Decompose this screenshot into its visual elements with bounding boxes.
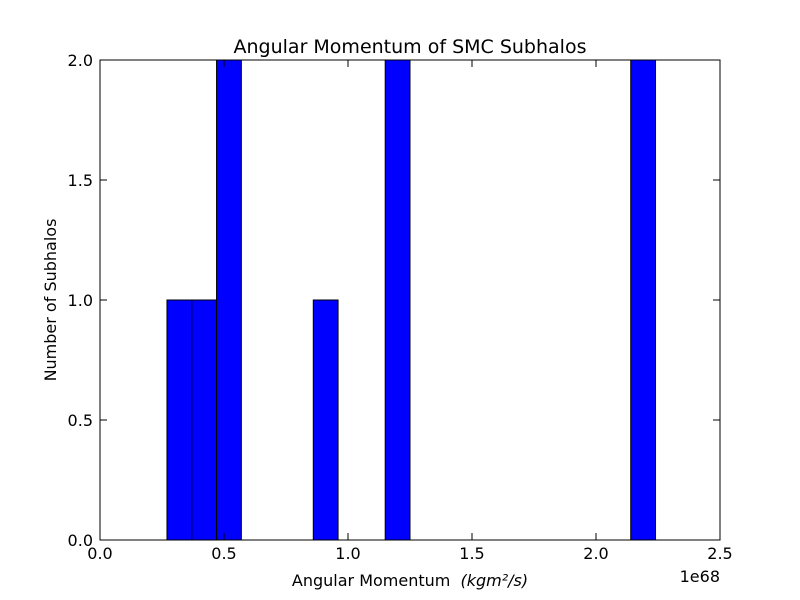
- histogram-bar-1: [166, 299, 193, 541]
- bar-group: [166, 59, 657, 541]
- y-tick-label-4: 1.5: [68, 171, 93, 190]
- x-axis-offset-label: 1e68: [680, 567, 720, 586]
- x-axis-label-text: Angular Momentum: [292, 571, 450, 590]
- histogram-bar-2: [191, 299, 218, 541]
- x-tick-label-1: 0.0: [87, 544, 112, 563]
- tick-group: 0.0 0.5 1.0 1.5 2.0 2.5 0.0 0.5 1.0 1.5 2.0: [68, 51, 733, 563]
- y-tick-label-2: 0.5: [68, 411, 93, 430]
- x-axis-label-units: (kgm²/s): [460, 571, 528, 590]
- y-tick-label-3: 1.0: [68, 291, 93, 310]
- histogram-bar-5: [384, 59, 411, 541]
- y-axis-label: Number of Subhalos: [41, 219, 60, 382]
- x-axis-label: Angular Momentum (kgm²/s): [292, 571, 528, 590]
- x-tick-label-3: 1.0: [335, 544, 360, 563]
- y-tick-label-5: 2.0: [68, 51, 93, 70]
- histogram-bar-6: [630, 59, 657, 541]
- plot-frame: [99, 59, 721, 541]
- histogram-bar-3: [216, 59, 242, 541]
- x-tick-label-5: 2.0: [583, 544, 608, 563]
- chart-title: Angular Momentum of SMC Subhalos: [234, 36, 587, 58]
- x-tick-label-6: 2.5: [707, 544, 732, 563]
- histogram-bar-4: [312, 299, 339, 541]
- x-tick-label-4: 1.5: [459, 544, 484, 563]
- x-tick-label-2: 0.5: [211, 544, 236, 563]
- y-tick-label-1: 0.0: [68, 531, 93, 550]
